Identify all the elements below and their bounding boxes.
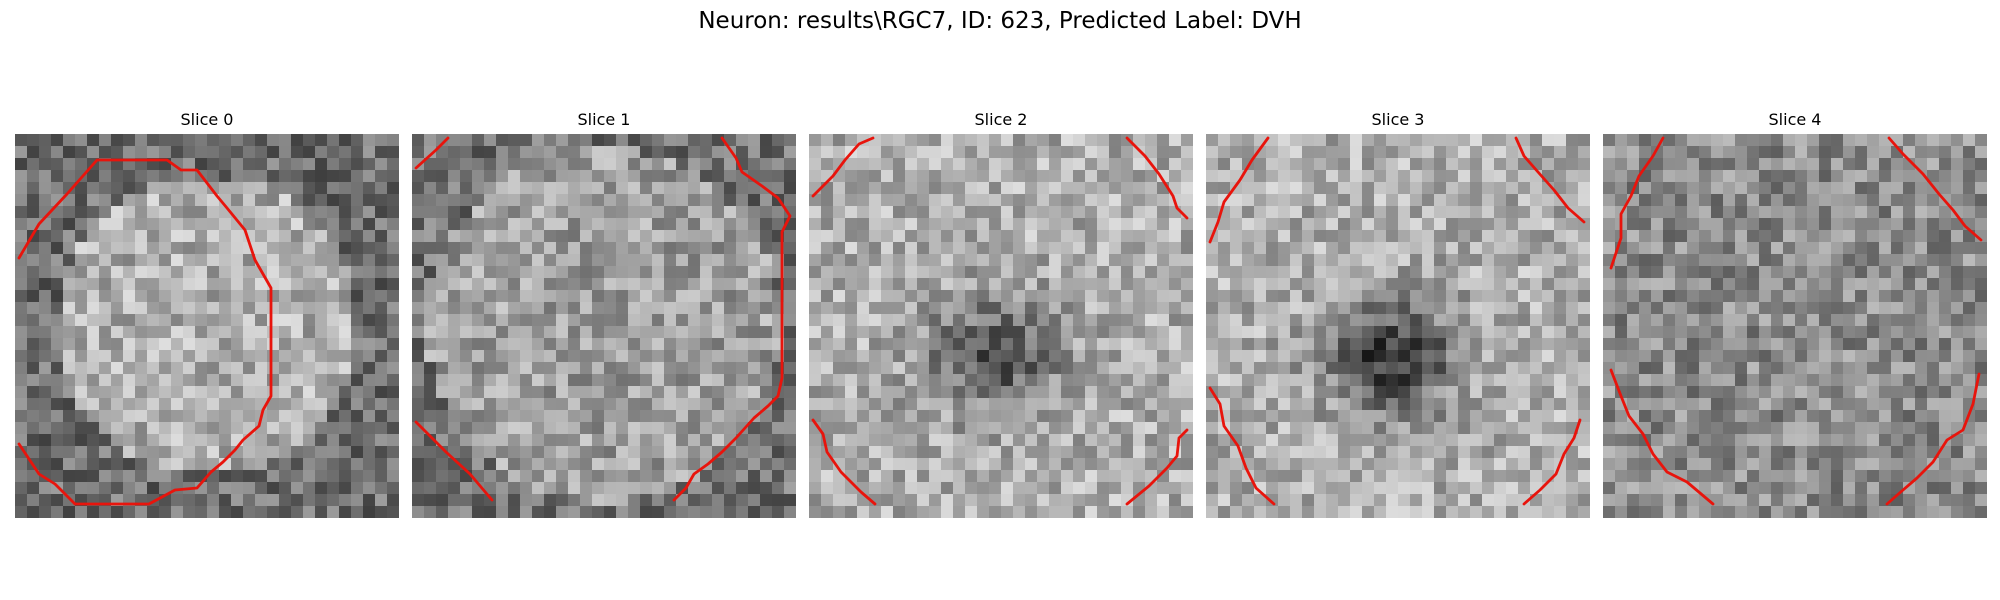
contour-line bbox=[1208, 136, 1270, 244]
contour-line bbox=[414, 136, 450, 170]
contour-line bbox=[1609, 136, 1665, 270]
pixel-grid bbox=[1206, 134, 1590, 518]
contour-line bbox=[811, 136, 875, 198]
slice-title: Slice 0 bbox=[180, 110, 234, 129]
figure-title: Neuron: results\RGC7, ID: 623, Predicted… bbox=[698, 8, 1302, 34]
pixel-grid bbox=[15, 134, 399, 518]
pixel-grid bbox=[1603, 134, 1987, 518]
slice-image-2 bbox=[809, 134, 1193, 518]
contour-line bbox=[1887, 136, 1983, 242]
contour-line bbox=[811, 418, 877, 506]
slice-title: Slice 2 bbox=[974, 110, 1028, 129]
contour-line bbox=[1514, 136, 1586, 224]
contour-line bbox=[1125, 136, 1189, 220]
slice-title: Slice 1 bbox=[577, 110, 631, 129]
contour-line bbox=[1885, 372, 1981, 506]
slice-image-3 bbox=[1206, 134, 1590, 518]
contour-line bbox=[17, 158, 273, 506]
contour-line bbox=[1125, 428, 1189, 506]
slice-image-1 bbox=[412, 134, 796, 518]
contour-line bbox=[1609, 368, 1715, 506]
contour-line bbox=[414, 420, 494, 502]
contour-line bbox=[672, 136, 792, 502]
slice-image-4 bbox=[1603, 134, 1987, 518]
slice-title: Slice 3 bbox=[1371, 110, 1425, 129]
slice-title: Slice 4 bbox=[1768, 110, 1822, 129]
contour-line bbox=[1522, 418, 1582, 506]
pixel-grid bbox=[809, 134, 1193, 518]
contour-line bbox=[1208, 386, 1276, 506]
slice-image-0 bbox=[15, 134, 399, 518]
pixel-grid bbox=[412, 134, 796, 518]
